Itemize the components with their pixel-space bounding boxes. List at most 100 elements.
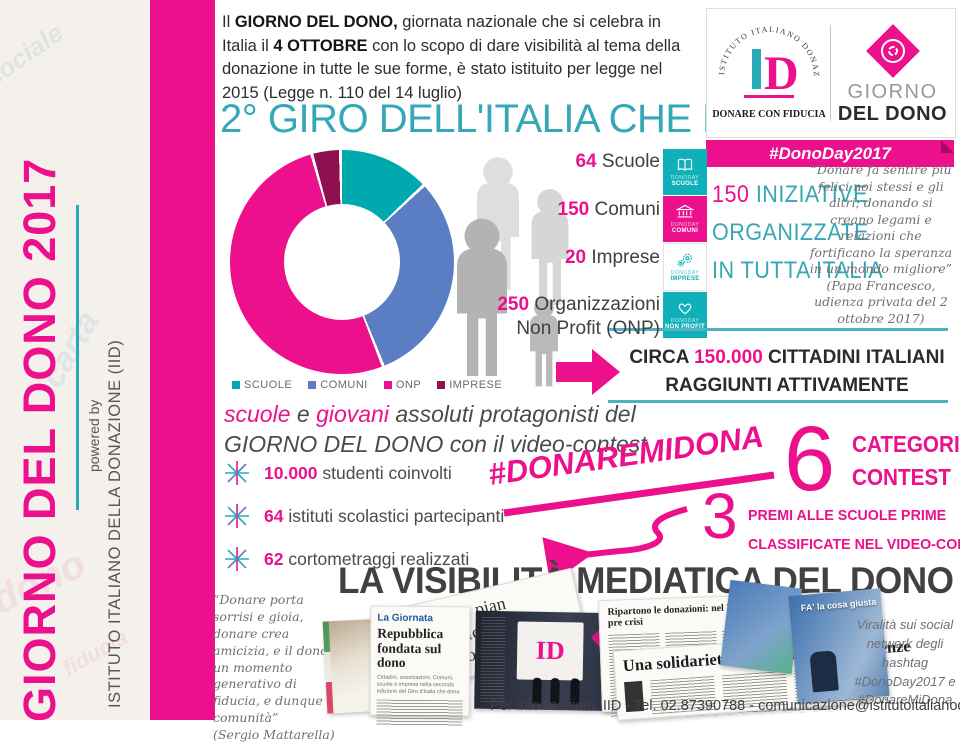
iid-tagline: DONARE CON FIDUCIA <box>712 109 826 120</box>
stat-number: 64 <box>575 151 597 172</box>
stat-label2: Non Profit (ONP) <box>516 318 660 339</box>
article-text-lines <box>376 699 463 727</box>
magenta-accent-bar <box>150 0 215 720</box>
protagonisti-scuole: scuole <box>224 401 291 427</box>
premi-number: 3 <box>702 480 738 552</box>
stage-id-panel: ID <box>516 621 584 681</box>
reach-line2: RAGGIUNTI ATTIVAMENTE <box>665 374 909 396</box>
quote-text: “Donare fa sentire più felici noi stessi… <box>809 162 953 276</box>
intro-paragraph: Il GIORNO DEL DONO, giornata nazionale c… <box>222 11 700 105</box>
reach-statement: CIRCA 150.000 CITTADINI ITALIANI RAGGIUN… <box>622 344 952 399</box>
logo-box: ISTITUTO ITALIANO DONAZIONE D DONARE CON… <box>706 8 956 138</box>
diamond-knot-icon <box>865 23 920 78</box>
protagonisti-giovani: giovani <box>316 401 389 427</box>
stat-label: Comuni <box>594 198 660 220</box>
tile-name: IMPRESE <box>670 276 700 282</box>
category-tile: DONODAY IMPRESE <box>663 243 707 291</box>
category-tiles: DONODAY SCUOLE DONODAY COMUNI DONODAY IM… <box>663 149 707 338</box>
donoday-hashtag: #DonoDay2017 <box>769 143 891 163</box>
reach-pre: CIRCA <box>629 347 695 368</box>
contest-line2: CONTEST <box>852 464 951 491</box>
tv-show-label: FA' la cosa giusta <box>800 596 877 614</box>
protagonisti-text: e <box>290 401 317 427</box>
category-tile: DONODAY NON PROFIT <box>663 292 707 338</box>
event-title-vertical: GIORNO DEL DONO 2017 <box>14 157 65 720</box>
donoday-ribbon: #DonoDay2017 <box>706 140 954 167</box>
premi-line1: PREMI ALLE SCUOLE PRIME <box>748 507 947 524</box>
donut-hole <box>284 204 400 320</box>
bullet-item: 62 cortometraggi realizzati <box>224 546 504 572</box>
legend-swatch <box>308 381 317 389</box>
intro-text: giornata nazionale che si celebra in Ita… <box>222 13 661 55</box>
gdd-logo-line1: GIORNO <box>847 80 938 103</box>
powered-by-label: powered by <box>86 399 102 472</box>
tile-name: SCUOLE <box>671 181 699 187</box>
legend-label: ONP <box>395 379 422 391</box>
stage-id-label: ID <box>535 635 565 666</box>
divider-line <box>608 400 948 403</box>
arrow-bar <box>556 362 592 382</box>
category-tile: DONODAY SCUOLE <box>663 149 707 195</box>
gdd-logo-line2: DEL DONO <box>837 102 948 125</box>
legend-item: ONP <box>383 379 422 391</box>
tile-tag: DONODAY <box>670 175 700 181</box>
bullet-text: 64 istituti scolastici partecipanti <box>264 506 504 527</box>
legend-label: COMUNI <box>320 379 368 391</box>
protagonisti-heading: scuole e giovani assoluti protagonisti d… <box>224 400 647 460</box>
star-asterisk-icon <box>225 504 249 528</box>
ribbon-fold <box>941 140 954 153</box>
stat-number: 20 <box>564 246 587 268</box>
iniziative-line1: INIZIATIVE <box>749 181 868 208</box>
tv-figure-silhouette <box>809 650 839 693</box>
donut-chart <box>230 150 454 374</box>
arrow-tip <box>592 349 620 395</box>
iniziative-line3: IN TUTTA ITALIA <box>712 256 884 284</box>
stat-onp: 250 Organizzazioni Non Profit (ONP) <box>432 293 660 341</box>
intro-text: con lo scopo di dare visibilità al tema … <box>222 36 681 102</box>
protagonisti-line2: GIORNO DEL DONO con il video-contest <box>224 430 647 457</box>
legend-swatch <box>232 381 240 389</box>
bullet-item: 10.000 studenti coinvolti <box>224 460 504 486</box>
social-virality-note: Viralità sui social network degli hashta… <box>854 617 956 708</box>
contest-labels: CATEGORIE CONTEST <box>852 428 960 495</box>
legend-item: COMUNI <box>308 379 368 391</box>
premi-labels: PREMI ALLE SCUOLE PRIME CLASSIFICATE NEL… <box>748 502 960 559</box>
stats-list: 64 Scuole 150 Comuni 20 Imprese 250 Orga… <box>432 150 660 365</box>
bullet-text: 10.000 studenti coinvolti <box>264 463 452 484</box>
stat-scuole: 64 Scuole <box>432 150 660 174</box>
bullet-label: cortometraggi realizzati <box>288 548 470 569</box>
bullet-list: 10.000 studenti coinvolti 64 istituti sc… <box>224 460 504 589</box>
stat-number: 150 <box>557 198 590 220</box>
contest-line1: CATEGORIE <box>852 431 960 457</box>
bullet-number: 64 <box>264 505 284 526</box>
article-kicker: La Giornata <box>377 612 433 625</box>
quote-source: (Papa Francesco, udienza privata del 2 o… <box>814 277 948 326</box>
papa-francesco-quote: “Donare fa sentire più felici noi stessi… <box>806 162 956 327</box>
organization-label: ISTITUTO ITALIANO DELLA DONAZIONE (IID) <box>106 339 124 708</box>
iniziative-block: 150 INIZIATIVE ORGANIZZATE IN TUTTA ITAL… <box>712 176 883 290</box>
bullet-number: 62 <box>264 548 284 569</box>
divider-line <box>608 328 948 331</box>
legend-swatch <box>383 381 392 389</box>
article-body: Cittadini, associazioni, Comuni, scuole … <box>376 674 460 696</box>
stat-label: Scuole <box>601 151 660 172</box>
iid-monogram-i <box>751 49 761 89</box>
premi-line2: CLASSIFICATE NEL VIDEO-CONTEST <box>748 535 960 553</box>
heart-icon <box>678 303 692 315</box>
star-asterisk-icon <box>225 461 249 485</box>
arrow-right-icon <box>556 349 620 395</box>
stat-label: Imprese <box>591 246 660 268</box>
tile-name: COMUNI <box>671 228 699 234</box>
iid-logo-graphic: ISTITUTO ITALIANO DONAZIONE D DONARE CON… <box>710 21 826 120</box>
vertical-divider <box>76 205 79 510</box>
footer-contact: Per informazioni: IID - Tel. 02.87390788… <box>490 698 960 714</box>
tile-tag: DONODAY <box>670 222 700 228</box>
tile-tag: DONODAY <box>670 318 700 324</box>
intro-bold-giorno: GIORNO DEL DONO, <box>234 13 398 31</box>
quote-source: (Sergio Mattarella) <box>213 727 335 742</box>
logo-divider <box>830 25 831 121</box>
category-tile: DONODAY COMUNI <box>663 196 707 242</box>
book-icon <box>677 158 693 172</box>
mattarella-quote: “Donare porta sorrisi e gioia, donare cr… <box>213 592 341 744</box>
left-sidebar: sociale carta dono fiducia GIORNO DEL DO… <box>0 0 150 720</box>
